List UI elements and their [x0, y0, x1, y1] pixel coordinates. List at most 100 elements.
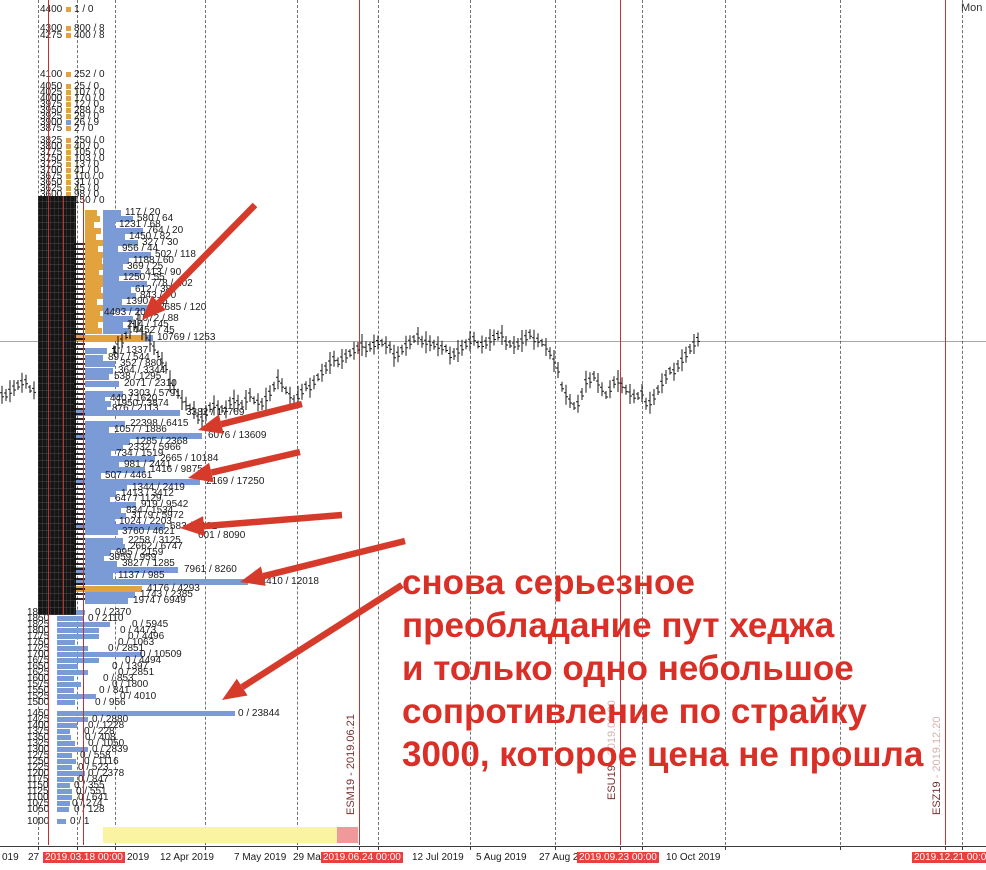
put-oi-bar	[103, 240, 138, 246]
strike-label: 3725	[40, 159, 63, 170]
strike-label: 3975	[40, 99, 63, 110]
oi-value: 834 / 1534	[126, 505, 174, 516]
put-oi-bar	[62, 777, 74, 782]
oi-value: 288 / 8	[74, 105, 105, 116]
strike-label: 1750	[27, 637, 50, 648]
axis-date-label: 12 Apr 2019	[160, 852, 214, 863]
put-oi-bar	[62, 616, 83, 621]
oi-marker	[66, 33, 71, 38]
put-oi-bar	[103, 287, 131, 293]
oi-value: 0 / 10509	[140, 649, 182, 660]
put-oi-bar	[85, 592, 135, 598]
put-oi-bar	[103, 322, 123, 328]
oi-marker	[57, 819, 62, 824]
oi-marker	[66, 108, 71, 113]
oi-value: 2665 / 10184	[160, 453, 219, 464]
oi-marker	[57, 634, 62, 639]
oi-value: 2332 / 5966	[128, 442, 181, 453]
oi-value: 1231 / 68	[119, 219, 161, 230]
oi-marker	[66, 120, 71, 125]
put-oi-bar	[57, 524, 165, 530]
oi-value: 1416 / 9875	[150, 464, 203, 475]
axis-date-label: 2019	[127, 852, 150, 863]
put-oi-bar	[85, 374, 109, 380]
oi-value: 0 / 641	[78, 792, 109, 803]
put-oi-bar	[57, 433, 202, 439]
grid-dashed-line	[840, 0, 841, 845]
axis-tick	[555, 847, 556, 850]
strike-label: 3800	[40, 141, 63, 152]
put-oi-bar	[62, 717, 88, 722]
strike-label: 4275	[40, 30, 63, 41]
strike-label: 1250	[27, 756, 50, 767]
oi-marker	[57, 759, 62, 764]
put-oi-bar	[62, 694, 96, 699]
oi-value: 0 / 847	[78, 774, 109, 785]
put-oi-bar	[103, 305, 155, 311]
oi-marker	[66, 126, 71, 131]
oi-value: 250 / 0	[74, 135, 105, 146]
strike-label: 1500	[27, 697, 50, 708]
strike-label: 1825	[27, 619, 50, 630]
oi-value: 0 / 841	[99, 685, 130, 696]
put-oi-bar	[103, 228, 143, 234]
axis-date-label: 27 Aug 2	[539, 852, 579, 863]
strike-label: 1225	[27, 762, 50, 773]
strike-label: 1725	[27, 643, 50, 654]
oi-value: 29 / 0	[74, 111, 100, 122]
axis-tick	[840, 847, 841, 850]
put-oi-bar	[62, 741, 75, 746]
call-oi-bar	[85, 287, 101, 293]
put-oi-bar	[57, 410, 180, 416]
oi-value: 843 / 70	[140, 290, 177, 301]
oi-value: 13 / 0	[74, 159, 100, 170]
oi-value: 14410 / 12018	[255, 576, 319, 587]
put-oi-bar	[85, 598, 128, 604]
put-oi-bar	[62, 795, 72, 800]
oi-value: 1344 / 2419	[132, 482, 185, 493]
put-oi-bar	[85, 491, 116, 497]
oi-marker	[57, 670, 62, 675]
put-oi-bar	[85, 538, 123, 544]
oi-value: 31 / 0	[74, 177, 100, 188]
oi-marker	[66, 90, 71, 95]
strike-label: 1000	[27, 816, 50, 827]
call-oi-bar	[85, 246, 98, 252]
strike-label: 1075	[27, 798, 50, 809]
oi-marker	[57, 717, 62, 722]
put-oi-bar	[62, 765, 72, 770]
oi-value: 0 / 956	[95, 697, 126, 708]
oi-value: 3179 / 5972	[131, 510, 184, 521]
oi-value: 327 / 30	[142, 237, 179, 248]
chart-canvas[interactable]: 4400 1 / 0 4300 800 / 8 4275 400 / 8 4100 252 /…	[0, 0, 986, 846]
oi-value: 3382 / 17769	[186, 407, 245, 418]
put-oi-bar	[103, 252, 151, 258]
strike-label: 4400	[40, 4, 63, 15]
oi-value: 876 / 2113	[112, 403, 159, 414]
oi-value: 1743 / 2385	[140, 589, 193, 600]
axis-tick	[77, 847, 78, 850]
put-oi-bar	[103, 275, 119, 281]
old-expiry-line	[48, 0, 49, 845]
grid-dashed-line	[555, 0, 556, 845]
axis-date-label: 019	[2, 852, 19, 863]
oi-marker	[66, 186, 71, 191]
put-oi-bar	[62, 711, 235, 716]
axis-tick	[359, 847, 360, 850]
put-oi-bar	[85, 467, 145, 473]
put-oi-bar	[85, 439, 130, 445]
oi-marker	[66, 168, 71, 173]
oi-value: 0 / 128	[74, 804, 105, 815]
oi-value: 0 / 1116	[84, 756, 119, 767]
put-oi-bar	[85, 529, 118, 535]
time-axis[interactable]: 019 27 2019.03.18 00:00 2019 12 Apr 2019 7 Ma…	[0, 846, 986, 870]
put-oi-bar	[85, 496, 110, 502]
oi-marker	[66, 72, 71, 77]
oi-value: 1137 / 985	[118, 570, 165, 581]
oi-value: 0 / 4473	[120, 625, 157, 636]
put-oi-bar	[62, 723, 77, 728]
put-oi-bar	[85, 361, 115, 367]
axis-date-label: 10 Oct 2019	[666, 852, 721, 863]
oi-marker	[66, 162, 71, 167]
call-oi-bar	[85, 258, 102, 264]
